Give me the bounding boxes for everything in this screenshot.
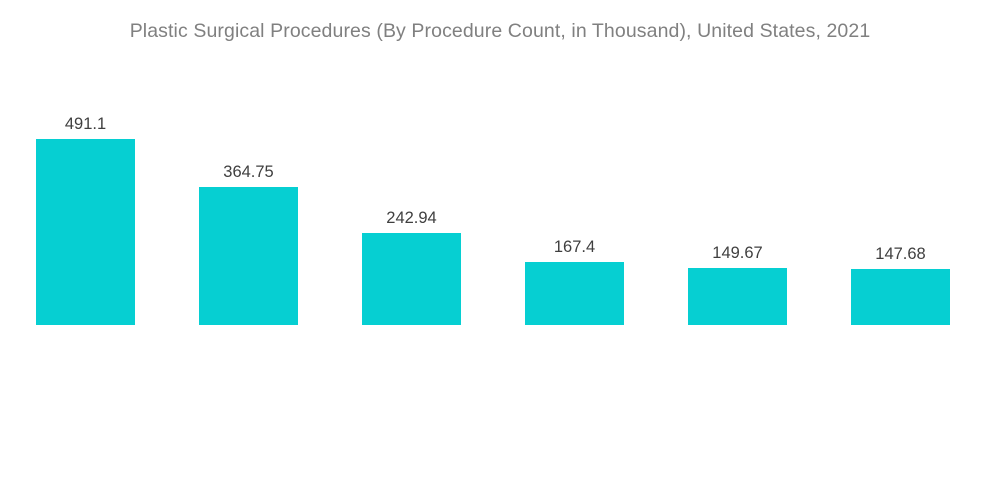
bar[interactable]	[362, 233, 461, 325]
bar-value-label: 491.1	[64, 115, 107, 133]
bar-value-label: 364.75	[223, 162, 274, 181]
bar[interactable]	[688, 268, 787, 325]
bar[interactable]	[36, 139, 135, 325]
bar[interactable]	[199, 186, 298, 325]
bar-value-label: 242.94	[386, 209, 437, 227]
bar-value-label: 147.68	[875, 245, 926, 264]
bar[interactable]	[525, 261, 624, 325]
chart-title: Plastic Surgical Procedures (By Procedur…	[129, 20, 871, 42]
bar[interactable]	[851, 269, 950, 325]
bar-value-label: 167.4	[553, 237, 596, 256]
bar-value-label: 149.67	[712, 244, 763, 263]
